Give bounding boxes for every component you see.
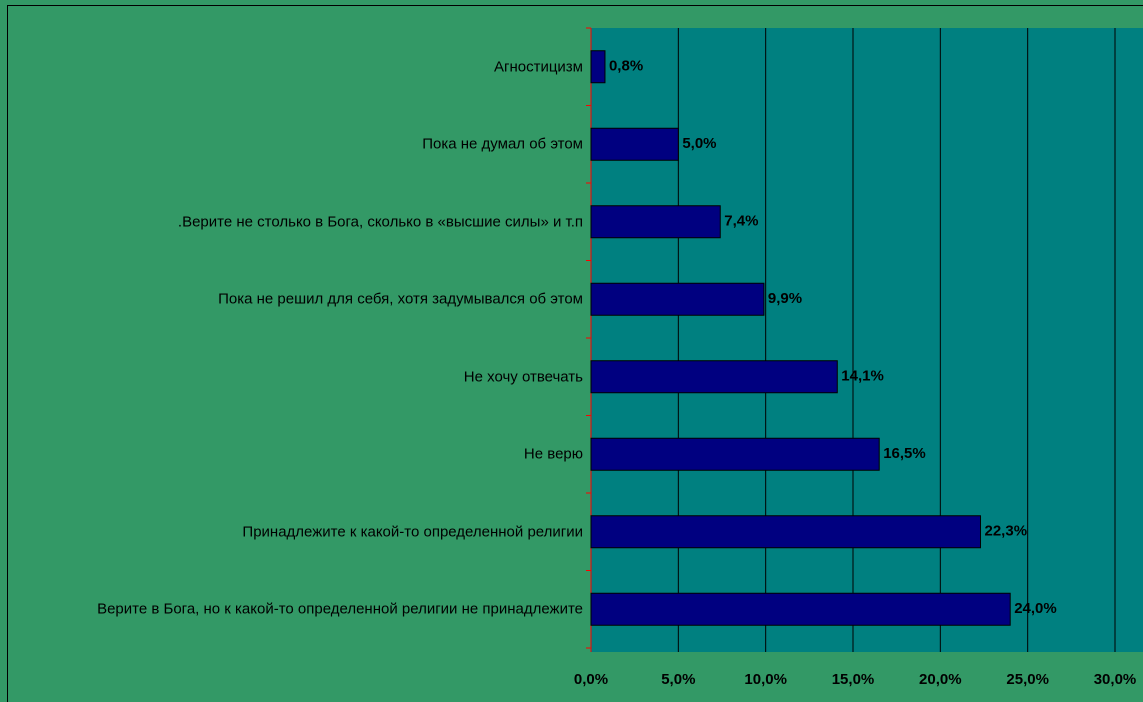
x-tick-label: 10,0% — [744, 671, 787, 688]
value-label: 7,4% — [724, 213, 758, 230]
y-tick-label: Верите в Бога, но к какой-то определенно… — [97, 600, 583, 618]
plot-area — [591, 28, 1143, 652]
bar — [590, 50, 606, 84]
bar — [590, 360, 838, 394]
y-tick-label: Принадлежите к какой-то определенной рел… — [242, 523, 583, 541]
x-tick-label: 20,0% — [919, 671, 962, 688]
bar — [590, 127, 679, 161]
value-label: 24,0% — [1014, 600, 1057, 617]
bar — [590, 205, 721, 239]
y-tick-label: .Верите не столько в Бога, сколько в «вы… — [177, 213, 583, 231]
value-label: 16,5% — [883, 445, 926, 462]
chart-border — [7, 5, 1143, 702]
bar — [590, 282, 765, 316]
x-tick-label: 0,0% — [574, 671, 608, 688]
y-tick-label: Не верю — [523, 445, 583, 463]
bar — [590, 592, 1011, 626]
bar — [590, 515, 982, 549]
y-tick-label: Не хочу отвечать — [463, 368, 583, 386]
value-label: 22,3% — [985, 523, 1028, 540]
x-tick-label: 5,0% — [661, 671, 695, 688]
value-label: 0,8% — [609, 58, 643, 75]
y-tick-label: Пока не думал об этом — [422, 135, 583, 153]
y-tick-label: Агностицизм — [493, 58, 583, 76]
value-label: 14,1% — [841, 368, 884, 385]
value-label: 5,0% — [682, 135, 716, 152]
y-tick-label: Пока не решил для себя, хотя задумывался… — [218, 290, 583, 308]
bar — [590, 437, 880, 471]
x-tick-label: 30,0% — [1094, 671, 1137, 688]
value-label: 9,9% — [768, 290, 802, 307]
x-tick-label: 25,0% — [1006, 671, 1049, 688]
x-tick-label: 15,0% — [832, 671, 875, 688]
